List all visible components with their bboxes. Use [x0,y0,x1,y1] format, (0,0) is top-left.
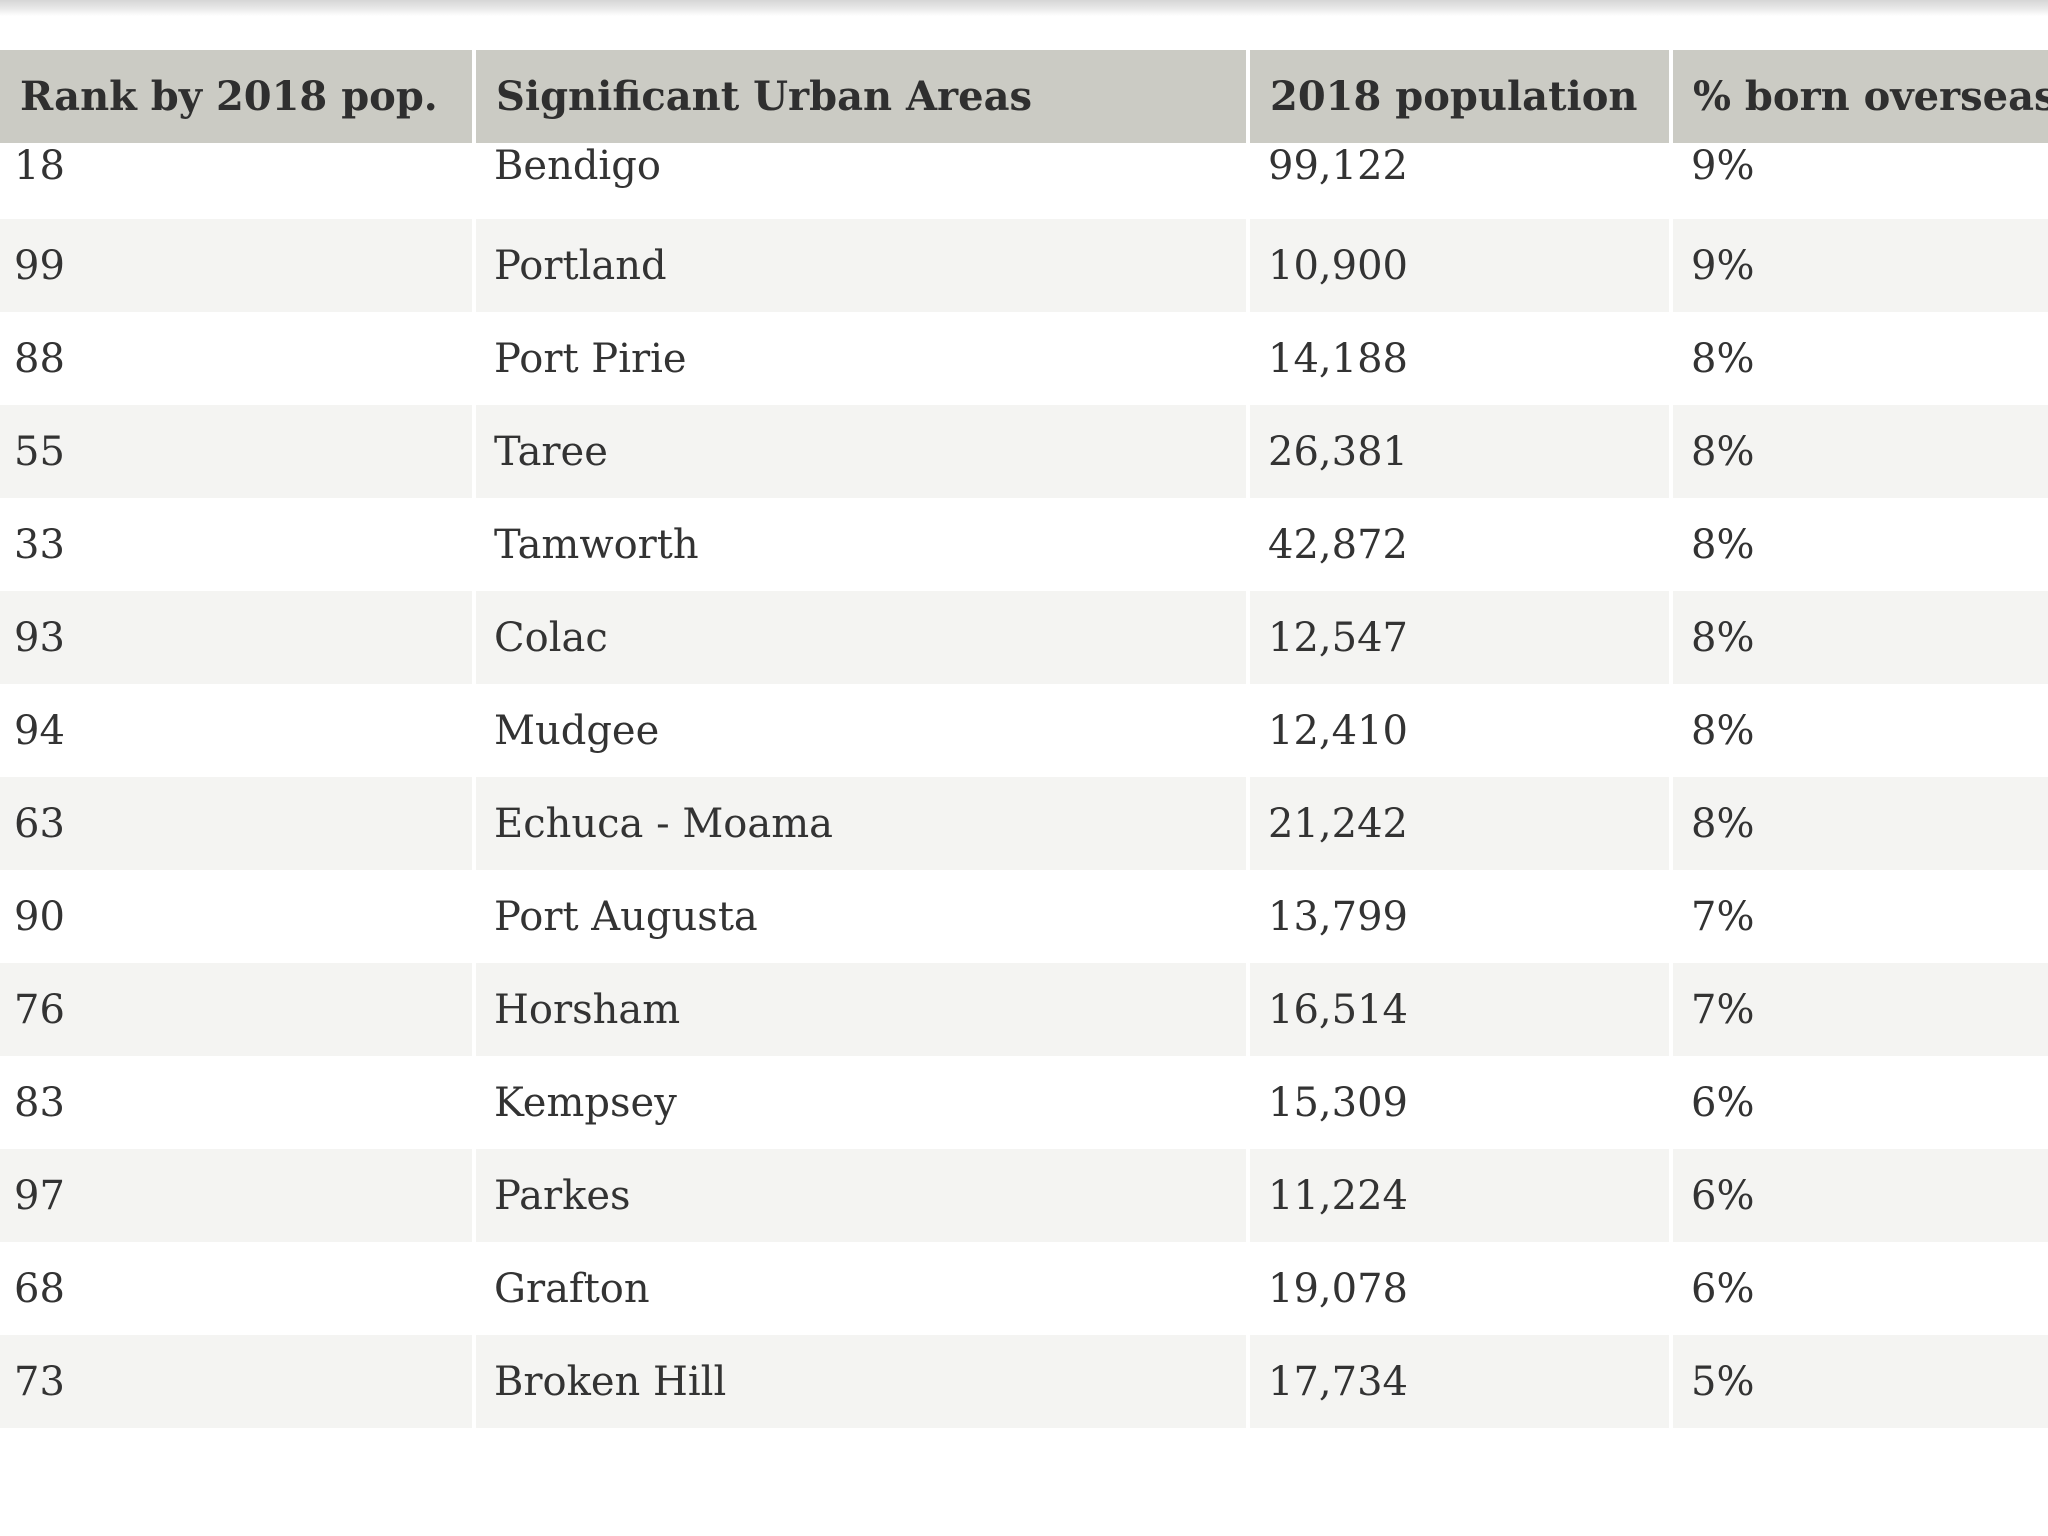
cell-urban-area: Colac [474,591,1250,684]
cell-born-overseas: 6% [1671,1242,2048,1335]
cell-rank: 83 [0,1056,476,1149]
table-row: 88 Port Pirie 14,188 8% [0,312,2048,405]
table-row: 68 Grafton 19,078 6% [0,1242,2048,1335]
table-body: 18 Bendigo 99,122 9% 99 Portland 10,900 9% 88 Por… [0,143,2048,1428]
cell-population: 10,900 [1248,219,1673,312]
cell-urban-area: Kempsey [474,1056,1250,1149]
table-row: 94 Mudgee 12,410 8% [0,684,2048,777]
cell-born-overseas: 7% [1671,963,2048,1056]
cell-population: 21,242 [1248,777,1673,870]
cell-urban-area: Tamworth [474,498,1250,591]
cell-population: 19,078 [1248,1242,1673,1335]
cell-urban-area: Taree [474,405,1250,498]
cell-rank: 73 [0,1335,476,1428]
table-row: 18 Bendigo 99,122 9% [0,143,2048,219]
cell-urban-area: Echuca - Moama [474,777,1250,870]
cell-urban-area: Mudgee [474,684,1250,777]
cell-urban-area: Portland [474,219,1250,312]
cell-population: 17,734 [1248,1335,1673,1428]
cell-rank: 90 [0,870,476,963]
cell-urban-area: Horsham [474,963,1250,1056]
cell-population: 99,122 [1248,143,1673,219]
cell-born-overseas: 6% [1671,1056,2048,1149]
urban-areas-table: Rank by 2018 pop. Significant Urban Area… [0,50,2048,1428]
cell-population: 12,547 [1248,591,1673,684]
cell-rank: 94 [0,684,476,777]
cell-population: 16,514 [1248,963,1673,1056]
table-row: 99 Portland 10,900 9% [0,219,2048,312]
cell-born-overseas: 7% [1671,870,2048,963]
cell-population: 26,381 [1248,405,1673,498]
cell-rank: 33 [0,498,476,591]
header-population[interactable]: 2018 population [1248,50,1673,143]
table-row: 93 Colac 12,547 8% [0,591,2048,684]
cell-rank: 63 [0,777,476,870]
table-row: 55 Taree 26,381 8% [0,405,2048,498]
cell-born-overseas: 9% [1671,219,2048,312]
cell-born-overseas: 8% [1671,498,2048,591]
header-urban-area[interactable]: Significant Urban Areas [474,50,1250,143]
cell-rank: 97 [0,1149,476,1242]
cell-born-overseas: 8% [1671,777,2048,870]
cell-rank: 93 [0,591,476,684]
table-row: 90 Port Augusta 13,799 7% [0,870,2048,963]
cell-population: 13,799 [1248,870,1673,963]
header-born-overseas[interactable]: % born overseas [1671,50,2048,143]
table-header: Rank by 2018 pop. Significant Urban Area… [0,50,2048,143]
table-row: 97 Parkes 11,224 6% [0,1149,2048,1242]
cell-rank: 76 [0,963,476,1056]
table-row: 73 Broken Hill 17,734 5% [0,1335,2048,1428]
cell-born-overseas: 8% [1671,405,2048,498]
cell-population: 11,224 [1248,1149,1673,1242]
cell-population: 14,188 [1248,312,1673,405]
cell-population: 15,309 [1248,1056,1673,1149]
cell-urban-area: Bendigo [474,143,1250,219]
cell-born-overseas: 8% [1671,684,2048,777]
cell-born-overseas: 5% [1671,1335,2048,1428]
header-row: Rank by 2018 pop. Significant Urban Area… [0,50,2048,143]
cell-urban-area: Port Pirie [474,312,1250,405]
cell-born-overseas: 8% [1671,312,2048,405]
cell-urban-area: Broken Hill [474,1335,1250,1428]
cell-rank: 68 [0,1242,476,1335]
cell-born-overseas: 8% [1671,591,2048,684]
cell-population: 12,410 [1248,684,1673,777]
top-shadow-divider [0,0,2048,16]
table-row: 63 Echuca - Moama 21,242 8% [0,777,2048,870]
header-rank[interactable]: Rank by 2018 pop. [0,50,476,143]
cell-rank: 88 [0,312,476,405]
cell-population: 42,872 [1248,498,1673,591]
cell-urban-area: Parkes [474,1149,1250,1242]
cell-rank: 99 [0,219,476,312]
cell-urban-area: Port Augusta [474,870,1250,963]
table-row: 33 Tamworth 42,872 8% [0,498,2048,591]
cell-rank: 18 [0,143,476,219]
cell-born-overseas: 9% [1671,143,2048,219]
cell-urban-area: Grafton [474,1242,1250,1335]
cell-born-overseas: 6% [1671,1149,2048,1242]
table-row: 76 Horsham 16,514 7% [0,963,2048,1056]
table-row: 83 Kempsey 15,309 6% [0,1056,2048,1149]
cell-rank: 55 [0,405,476,498]
